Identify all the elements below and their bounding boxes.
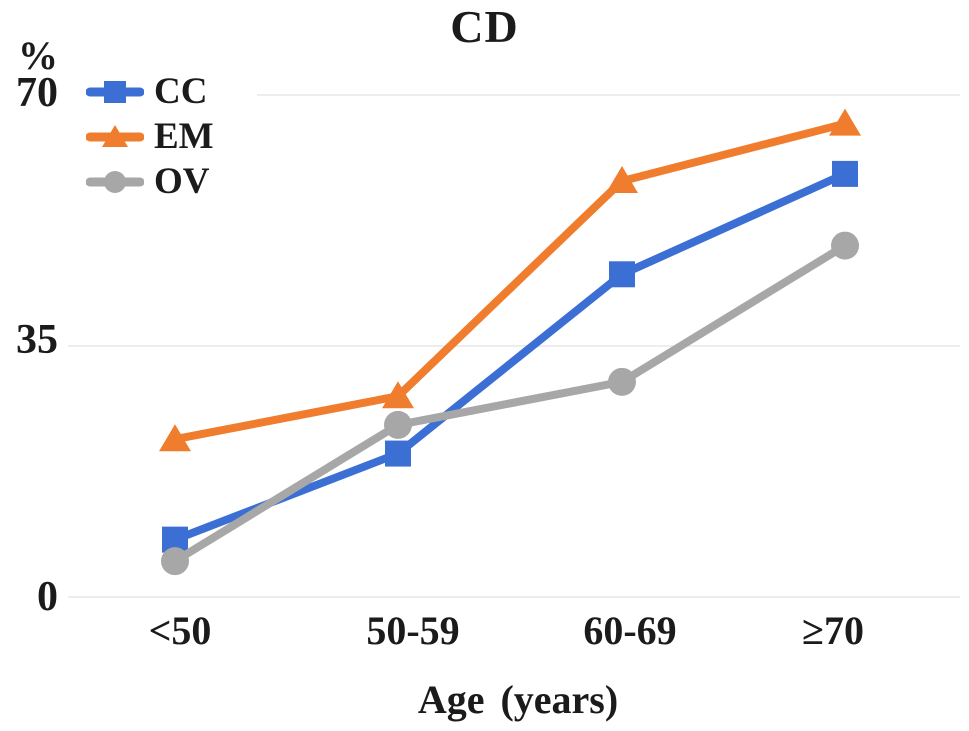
square-marker-cc-2 (609, 261, 635, 288)
x-axis-title: Age (years) (417, 677, 619, 722)
triangle-marker-em-1 (382, 381, 414, 409)
y-axis-unit-label: % (18, 33, 58, 78)
square-marker-cc-3 (832, 160, 858, 187)
x-tick-under-50: <50 (148, 608, 212, 653)
legend-label-em: EM (154, 116, 214, 157)
triangle-marker-em-0 (159, 424, 191, 452)
y-tick-0: 0 (37, 574, 58, 620)
x-tick-50-59: 50-59 (366, 608, 460, 653)
legend-label-cc: CC (154, 71, 208, 112)
y-tick-35: 35 (16, 317, 58, 363)
legend-label-ov: OV (154, 161, 210, 202)
triangle-marker-em-3 (829, 108, 861, 136)
series-line-cc (171, 169, 849, 544)
square-marker-cc-1 (385, 440, 411, 467)
legend-item-em: EM (86, 115, 214, 159)
y-tick-70: 70 (16, 70, 58, 116)
circle-marker-icon (86, 171, 144, 193)
circle-marker-ov-2 (608, 367, 636, 396)
circle-marker-ov-3 (831, 231, 859, 260)
series-line-em (171, 119, 849, 444)
triangle-marker-icon (86, 125, 144, 147)
chart-title: CD (450, 1, 519, 52)
legend-item-cc: CC (86, 70, 212, 114)
x-tick-70-plus: ≥70 (802, 608, 864, 653)
circle-marker-ov-1 (384, 410, 412, 439)
x-tick-60-69: 60-69 (583, 608, 677, 653)
legend-item-ov: OV (86, 160, 212, 204)
square-marker-icon (86, 81, 144, 103)
triangle-marker-em-2 (606, 166, 638, 194)
circle-marker-ov-0 (161, 547, 189, 576)
series-line-ov (171, 241, 849, 566)
